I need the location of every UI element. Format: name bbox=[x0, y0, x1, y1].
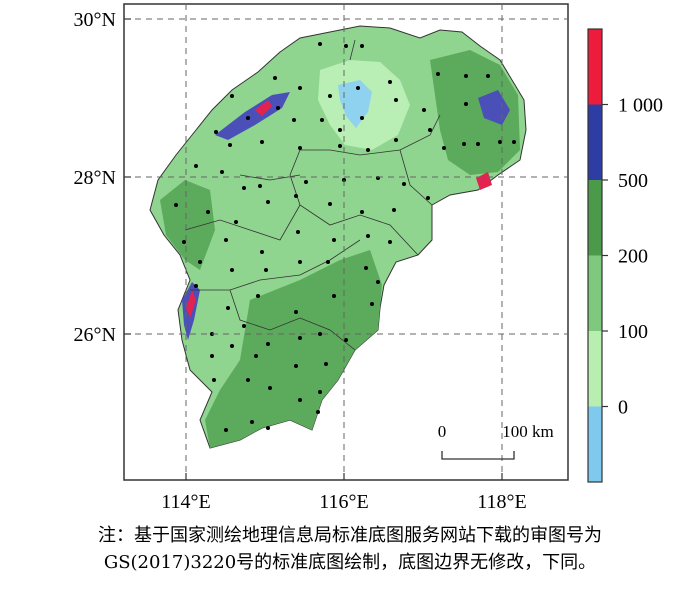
tick-marks bbox=[124, 18, 503, 480]
lat-tick-label-26: 26°N bbox=[74, 324, 116, 346]
footnote-line-1: 注：基于国家测绘地理信息局标准底图服务网站下载的审图号为 bbox=[98, 525, 602, 546]
scale-bar-end-label: 100 km bbox=[502, 422, 553, 441]
colorbar-label: 1 000 bbox=[618, 95, 663, 117]
colorbar: 1 000 500 200 100 0 bbox=[587, 28, 663, 483]
colorbar-segment bbox=[588, 406, 602, 482]
graticule bbox=[124, 4, 568, 480]
colorbar-segment bbox=[588, 255, 602, 331]
scale-bar-start-label: 0 bbox=[438, 422, 447, 441]
colorbar-segment bbox=[588, 180, 602, 256]
colorbar-segment bbox=[588, 104, 602, 180]
colorbar-label: 500 bbox=[618, 170, 648, 192]
elevation-peak-nw bbox=[255, 100, 272, 116]
elevation-peak-west bbox=[186, 290, 196, 318]
lon-tick-label-116: 116°E bbox=[319, 491, 368, 513]
scale-bar: 0 100 km bbox=[438, 422, 554, 460]
station-points bbox=[174, 42, 516, 432]
elevation-lake bbox=[338, 80, 372, 128]
colorbar-label: 0 bbox=[618, 397, 628, 419]
elevation-hills-south bbox=[205, 250, 382, 448]
elevation-hills-east bbox=[430, 50, 520, 175]
elevation-mountain-ridge-nw bbox=[215, 92, 290, 140]
map-figure: 30°N 28°N 26°N 114°E 116°E 118°E 0 100 k… bbox=[74, 3, 663, 513]
lat-tick-label-28: 28°N bbox=[74, 167, 116, 189]
elevation-hills-west bbox=[160, 180, 215, 270]
lon-tick-label-114: 114°E bbox=[161, 491, 210, 513]
colorbar-segment bbox=[588, 331, 602, 407]
footnote-line-2: GS(2017)3220号的标准底图绘制，底图边界无修改，下同。 bbox=[103, 552, 597, 573]
lat-tick-label-30: 30°N bbox=[74, 9, 116, 31]
colorbar-label: 200 bbox=[618, 246, 648, 268]
lon-tick-label-118: 118°E bbox=[477, 491, 526, 513]
colorbar-segment bbox=[588, 29, 602, 105]
colorbar-label: 100 bbox=[618, 321, 648, 343]
